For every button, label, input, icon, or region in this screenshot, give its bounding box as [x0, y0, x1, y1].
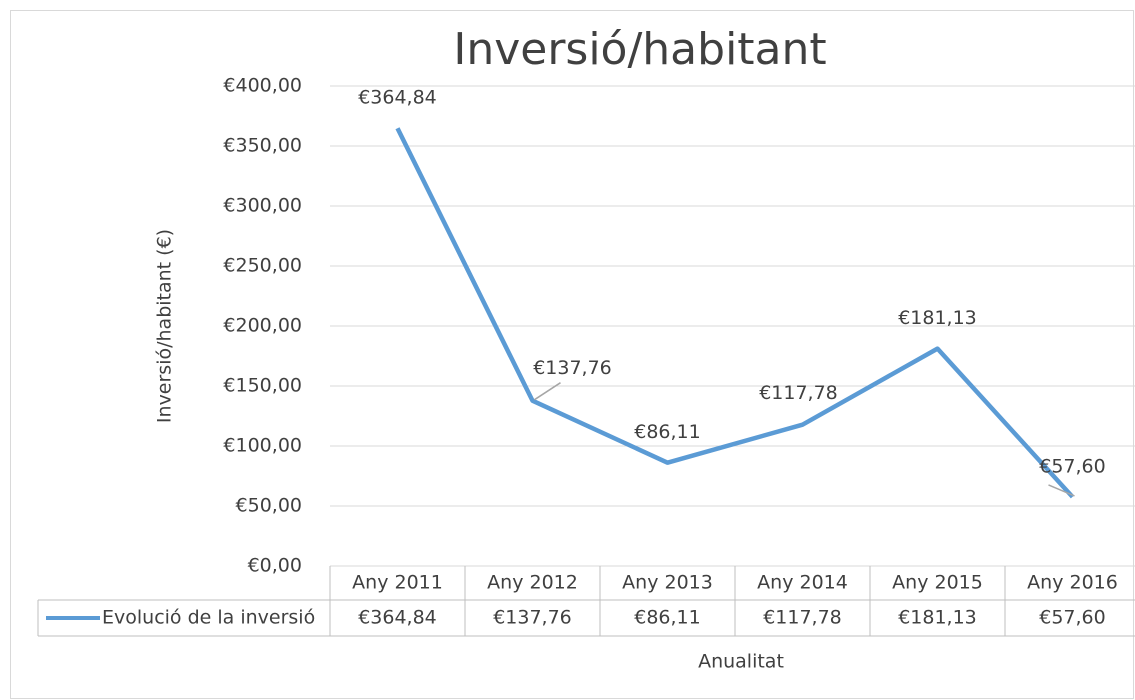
- table-value: €117,78: [763, 607, 842, 629]
- table-value: €137,76: [493, 607, 572, 629]
- table-value: €364,84: [358, 607, 437, 629]
- chart-title: Inversió/habitant: [453, 24, 826, 75]
- data-label: €137,76: [533, 357, 612, 379]
- y-tick-label: €0,00: [248, 555, 302, 577]
- data-label: €117,78: [759, 382, 838, 404]
- x-tick-label: Any 2015: [892, 572, 983, 594]
- legend-label: Evolució de la inversió: [102, 607, 315, 629]
- table-value: €86,11: [634, 607, 700, 629]
- x-axis-title: Anualitat: [698, 651, 784, 673]
- x-tick-label: Any 2011: [352, 572, 443, 594]
- data-label: €57,60: [1039, 455, 1105, 477]
- table-value: €181,13: [898, 607, 977, 629]
- y-tick-label: €400,00: [223, 75, 302, 97]
- x-tick-label: Any 2013: [622, 572, 713, 594]
- data-label: €86,11: [634, 421, 700, 443]
- x-tick-label: Any 2016: [1027, 572, 1118, 594]
- y-tick-label: €150,00: [223, 375, 302, 397]
- series-line: [395, 127, 1075, 499]
- x-tick-label: Any 2014: [757, 572, 848, 594]
- y-tick-label: €250,00: [223, 255, 302, 277]
- data-label: €364,84: [358, 87, 437, 109]
- data-label: €181,13: [898, 307, 977, 329]
- leader-line: [534, 382, 561, 401]
- y-tick-label: €100,00: [223, 435, 302, 457]
- x-tick-label: Any 2012: [487, 572, 578, 594]
- y-tick-label: €50,00: [236, 495, 302, 517]
- y-tick-label: €350,00: [223, 135, 302, 157]
- y-axis-title: Inversió/habitant (€): [154, 229, 176, 423]
- y-tick-label: €200,00: [223, 315, 302, 337]
- y-tick-label: €300,00: [223, 195, 302, 217]
- chart-border: [10, 10, 1134, 699]
- leader-line: [1048, 484, 1075, 497]
- table-value: €57,60: [1039, 607, 1105, 629]
